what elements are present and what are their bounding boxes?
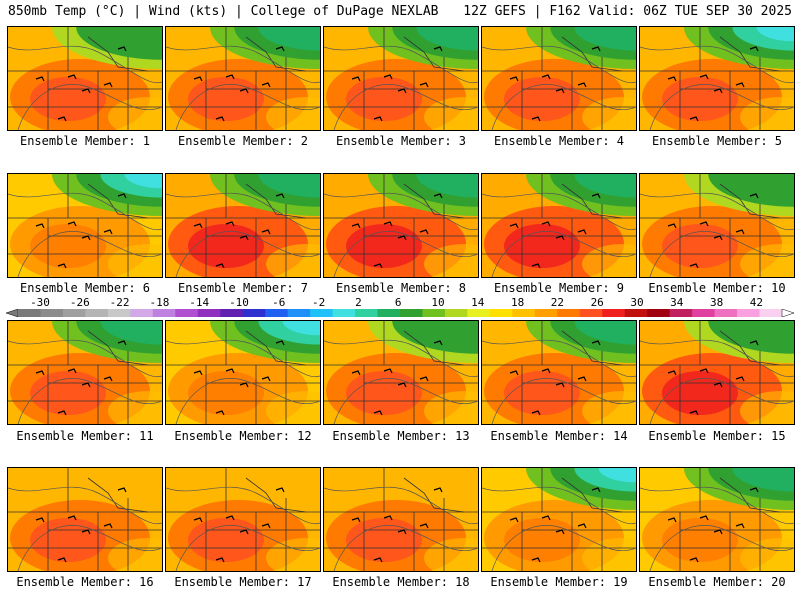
colorbar-max-arrow [781,309,794,317]
colorbar-tick-label: 42 [749,296,764,309]
colorbar-tick-label: -14 [189,296,210,309]
colorbar-tick-label: 30 [630,296,644,309]
ensemble-member-map [481,26,637,131]
ensemble-member-label: Ensemble Member: 8 [335,281,467,295]
ensemble-member-map [323,320,479,425]
colorbar-swatch [355,309,379,317]
colorbar-swatch [579,309,603,317]
ensemble-member-label: Ensemble Member: 18 [332,575,470,589]
ensemble-member-label: Ensemble Member: 16 [16,575,154,589]
colorbar-swatch [287,309,311,317]
ensemble-member-label: Ensemble Member: 15 [648,429,786,443]
ensemble-member-map [639,26,795,131]
ensemble-member-map [7,26,163,131]
ensemble-member-map [323,467,479,572]
colorbar-tick-label: 38 [709,296,724,309]
colorbar-swatch [624,309,648,317]
ensemble-member-label: Ensemble Member: 11 [16,429,154,443]
ensemble-member-map [165,467,321,572]
colorbar-swatch [669,309,693,317]
ensemble-member-map [323,173,479,278]
ensemble-member-label: Ensemble Member: 19 [490,575,628,589]
colorbar-swatch [85,309,109,317]
ensemble-member-label: Ensemble Member: 13 [332,429,470,443]
ensemble-member-label: Ensemble Member: 7 [177,281,309,295]
colorbar-tick-label: -22 [109,296,130,309]
colorbar-tick-label: -10 [229,296,249,309]
ensemble-member-label: Ensemble Member: 17 [174,575,312,589]
ensemble-member-map [165,26,321,131]
ensemble-member-label: Ensemble Member: 5 [651,134,783,148]
colorbar-tick-label: 10 [431,296,445,309]
colorbar-swatch [332,309,356,317]
colorbar-tick-label: -18 [149,296,170,309]
colorbar-tick-label: 26 [590,296,604,309]
temperature-colorbar [6,309,794,317]
colorbar-swatch [220,309,244,317]
colorbar-swatch [714,309,738,317]
ensemble-member-map [639,320,795,425]
colorbar-tick-label: 6 [394,296,402,309]
ensemble-member-label: Ensemble Member: 3 [335,134,467,148]
ensemble-member-label: Ensemble Member: 1 [19,134,151,148]
ensemble-member-map [7,173,163,278]
colorbar-swatch [107,309,131,317]
colorbar-swatch [512,309,536,317]
colorbar-swatch [40,309,64,317]
colorbar-swatch [692,309,716,317]
ensemble-member-label: Ensemble Member: 9 [493,281,625,295]
ensemble-member-map [165,320,321,425]
ensemble-member-label: Ensemble Member: 14 [490,429,628,443]
ensemble-member-label: Ensemble Member: 12 [174,429,312,443]
map-title: 850mb Temp (°C) | Wind (kts) | College o… [8,4,439,19]
colorbar-swatch [197,309,221,317]
colorbar-swatch [759,309,783,317]
ensemble-member-map [481,320,637,425]
colorbar-swatch [265,309,289,317]
colorbar-swatch [602,309,626,317]
colorbar-tick-label: 22 [550,296,565,309]
colorbar-swatch [62,309,86,317]
colorbar-tick-label: -6 [272,296,286,309]
colorbar-swatch [467,309,491,317]
ensemble-member-map [165,173,321,278]
colorbar-swatch [377,309,401,317]
ensemble-member-label: Ensemble Member: 2 [177,134,309,148]
colorbar-tick-label: 34 [670,296,684,309]
colorbar-swatch [444,309,468,317]
colorbar-swatch [422,309,446,317]
ensemble-member-label: Ensemble Member: 4 [493,134,625,148]
ensemble-member-map [7,320,163,425]
colorbar-swatch [647,309,671,317]
colorbar-swatch [130,309,154,317]
colorbar-swatch [557,309,581,317]
ensemble-member-map [481,173,637,278]
colorbar-swatch [310,309,334,317]
colorbar-tick-label: -26 [69,296,90,309]
colorbar-swatch [242,309,266,317]
ensemble-member-map [481,467,637,572]
ensemble-member-map [639,173,795,278]
colorbar-swatch [534,309,558,317]
ensemble-member-label: Ensemble Member: 10 [648,281,786,295]
run-info: 12Z GEFS | F162 Valid: 06Z TUE SEP 30 20… [463,4,792,19]
colorbar-tick-label: 18 [510,296,525,309]
ensemble-member-map [639,467,795,572]
colorbar-tick-label: -30 [30,296,50,309]
ensemble-member-label: Ensemble Member: 6 [19,281,151,295]
colorbar-tick-label: 2 [355,296,362,309]
colorbar-tick-label: -2 [311,296,326,309]
colorbar-min-arrow [6,309,19,317]
colorbar-swatch [18,309,41,317]
colorbar-swatch [489,309,513,317]
ensemble-member-map [7,467,163,572]
colorbar-swatch [737,309,761,317]
colorbar-tick-label: 14 [471,296,485,309]
ensemble-member-label: Ensemble Member: 20 [648,575,786,589]
colorbar-swatch [175,309,199,317]
colorbar-swatch [152,309,176,317]
ensemble-member-map [323,26,479,131]
colorbar-swatch [400,309,423,317]
